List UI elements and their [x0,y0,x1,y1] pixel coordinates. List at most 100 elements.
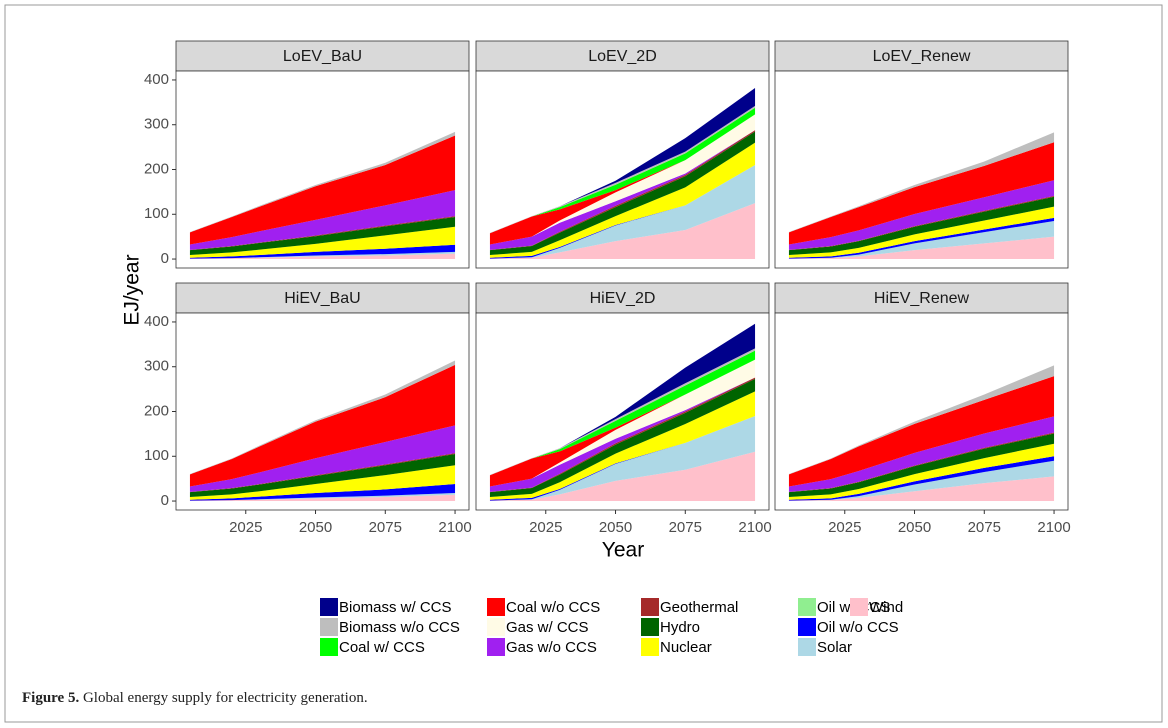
panel-border [475,312,770,511]
area [788,236,1055,260]
area [788,432,1055,493]
area [189,465,456,500]
x-tick-label: 2025 [229,519,262,536]
area [788,376,1055,487]
x-tick-label: 2100 [738,519,771,536]
panel-title: HiEV_BaU [284,290,360,307]
area [489,203,756,260]
caption-text: Global energy supply for electricity gen… [82,690,368,706]
x-tick-label: 2075 [369,519,402,536]
area [788,132,1055,233]
area [788,196,1055,256]
area [489,114,756,245]
legend-key [798,598,816,616]
panel-border [774,70,1069,269]
strip [475,40,770,72]
legend-label: Wind [869,599,903,616]
legend-key [487,598,505,616]
panel-border [774,312,1069,511]
x-tick-label: 2100 [438,519,471,536]
legend-key [641,598,659,616]
area [189,226,456,258]
area [788,460,1055,501]
legend-key [320,618,338,636]
legend-key [487,638,505,656]
area [189,216,456,256]
legend-key [641,618,659,636]
legend-label: Gas w/ CCS [506,619,589,636]
strip [774,282,1069,314]
panel-title: LoEV_BaU [283,48,362,65]
area [489,415,756,501]
area [489,359,756,487]
y-tick-label: 0 [161,250,169,267]
legend-label: Coal w/ CCS [339,639,425,656]
area [788,365,1055,475]
strip [175,282,470,314]
x-axis-label: Year [602,539,644,562]
x-tick-label: 2025 [529,519,562,536]
y-axis-label: EJ/year [121,254,144,325]
panel-title: HiEV_2D [590,290,656,307]
x-tick-label: 2050 [599,519,632,536]
panel-title: HiEV_Renew [874,290,970,307]
area [489,451,756,502]
area [189,253,456,260]
y-tick-label: 200 [144,160,169,177]
legend-label: Biomass w/o CCS [339,619,460,636]
x-tick-label: 2025 [828,519,861,536]
area [489,165,756,259]
area [189,135,456,245]
x-tick-label: 2075 [968,519,1001,536]
strip [475,282,770,314]
area [189,190,456,250]
legend-label: Hydro [660,619,700,636]
area [189,425,456,492]
panel-title: LoEV_2D [588,48,657,65]
legend-key [320,598,338,616]
y-tick-label: 100 [144,205,169,222]
x-tick-label: 2050 [299,519,332,536]
area [788,142,1055,245]
panel-border [475,70,770,269]
legend-key [798,638,816,656]
area [788,220,1055,259]
area [189,484,456,501]
x-tick-label: 2075 [669,519,702,536]
caption-label: Figure 5. [22,690,80,706]
legend-label: Gas w/o CCS [506,639,597,656]
x-tick-label: 2100 [1037,519,1070,536]
legend-key [641,638,659,656]
legend-label: Nuclear [660,639,712,656]
legend-label: Coal w/o CCS [506,599,600,616]
area [189,494,456,502]
panel-title: LoEV_Renew [873,48,971,65]
area [788,416,1055,492]
y-tick-label: 300 [144,116,169,133]
strip [774,40,1069,72]
caption: Figure 5. Global energy supply for elect… [22,690,368,707]
area [189,454,456,498]
legend-label: Oil w/o CCS [817,619,899,636]
area [788,180,1055,250]
legend-key [487,618,505,636]
y-tick-label: 0 [161,492,169,509]
legend-label: Solar [817,639,852,656]
area [788,456,1055,501]
y-tick-label: 300 [144,358,169,375]
figure-border [4,4,1163,723]
legend-label: Biomass w/ CCS [339,599,452,616]
y-tick-label: 200 [144,402,169,419]
legend-label: Geothermal [660,599,738,616]
area [189,244,456,259]
area [788,443,1055,500]
legend-key [798,618,816,636]
area [189,364,456,487]
y-tick-label: 400 [144,313,169,330]
area [788,476,1055,502]
legend-key [320,638,338,656]
y-tick-label: 400 [144,71,169,88]
x-tick-label: 2050 [898,519,931,536]
